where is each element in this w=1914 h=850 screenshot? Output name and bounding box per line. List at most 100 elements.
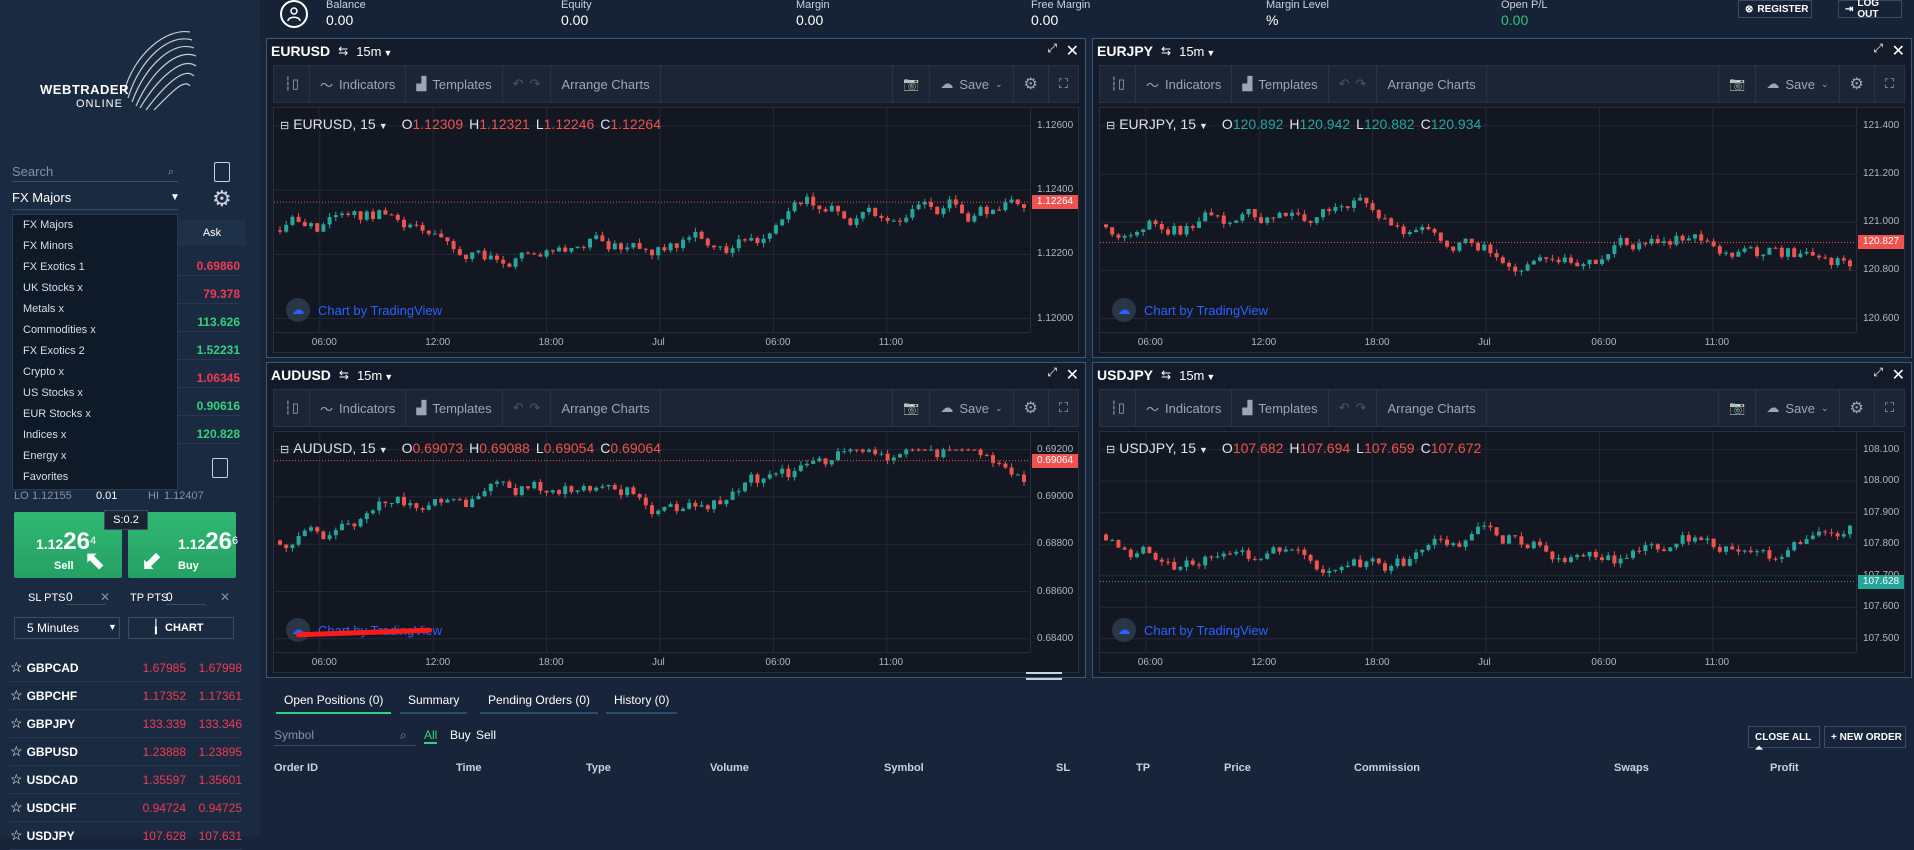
arrange-charts-button[interactable]: Arrange Charts bbox=[1377, 390, 1487, 426]
category-option[interactable]: FX Minors bbox=[23, 240, 74, 252]
save-button[interactable]: ☁ Save ⌄ bbox=[1756, 66, 1840, 102]
category-option[interactable]: Commodities x bbox=[23, 324, 96, 336]
undo-icon[interactable]: ↶ bbox=[1338, 76, 1350, 91]
close-icon[interactable]: ✕ bbox=[1065, 367, 1079, 384]
bid-price[interactable]: 1.17352 bbox=[142, 688, 186, 703]
bid-price[interactable]: 1.35597 bbox=[142, 772, 186, 787]
ask-price[interactable]: 1.35601 bbox=[198, 772, 242, 787]
category-option[interactable]: Metals x bbox=[23, 303, 64, 315]
watchlist-row[interactable]: ☆ GBPJPY 133.339 133.346 bbox=[10, 710, 242, 738]
register-button[interactable]: ⊗ REGISTER bbox=[1738, 0, 1812, 18]
price-axis[interactable]: 0.69200 0.69000 0.68800 0.68600 0.68400 0.690… bbox=[1030, 432, 1078, 652]
undo-icon[interactable]: ↶ bbox=[1338, 400, 1350, 415]
time-axis[interactable]: 06:00 12:00 18:00 Jul 06:00 11:00 bbox=[1100, 652, 1856, 672]
ask-price[interactable]: 0.69860 bbox=[196, 259, 240, 273]
category-option[interactable]: UK Stocks x bbox=[23, 282, 83, 294]
candle-type-button[interactable]: ┆▯ bbox=[1100, 390, 1136, 426]
fullscreen-button[interactable]: ⛶ bbox=[1049, 390, 1078, 426]
candle-type-button[interactable]: ┆▯ bbox=[274, 66, 310, 102]
close-icon[interactable]: ✕ bbox=[1065, 43, 1079, 60]
column-header[interactable]: Profit bbox=[1770, 762, 1799, 774]
chart-canvas[interactable]: ⊟ AUDUSD, 15 ▼ O0.69073 H0.69088 L0.69054 C0.6… bbox=[273, 431, 1079, 673]
timeframe-select[interactable]: 15m ▼ bbox=[357, 368, 393, 383]
redo-icon[interactable]: ↷ bbox=[529, 76, 541, 91]
add-watchlist-icon[interactable] bbox=[214, 162, 230, 182]
indicators-button[interactable]: 〜 Indicators bbox=[1136, 390, 1233, 426]
price-axis[interactable]: 1.12600 1.12400 1.12200 1.12000 1.12264 bbox=[1030, 108, 1078, 332]
ask-price[interactable]: 133.346 bbox=[198, 716, 242, 731]
fullscreen-button[interactable]: ⛶ bbox=[1049, 66, 1078, 102]
arrange-charts-button[interactable]: Arrange Charts bbox=[551, 390, 661, 426]
column-header[interactable]: TP bbox=[1136, 762, 1151, 774]
swap-symbol-icon[interactable]: ⇆ bbox=[338, 368, 349, 382]
timeframe-select[interactable]: 15m ▼ bbox=[356, 44, 392, 59]
category-option[interactable]: EUR Stocks x bbox=[23, 408, 91, 420]
templates-button[interactable]: ▟ Templates bbox=[1232, 66, 1329, 102]
tp-clear-icon[interactable]: ✕ bbox=[220, 590, 231, 604]
ask-price[interactable]: 0.90616 bbox=[196, 399, 240, 413]
resize-handle-icon[interactable] bbox=[1026, 672, 1062, 680]
tradingview-attribution[interactable]: ☁ Chart by TradingView bbox=[1112, 618, 1268, 642]
templates-button[interactable]: ▟ Templates bbox=[1232, 390, 1329, 426]
filter-buy[interactable]: Buy bbox=[450, 728, 471, 742]
snapshot-button[interactable]: 📷 bbox=[1718, 390, 1757, 426]
user-avatar-icon[interactable] bbox=[280, 0, 308, 28]
category-option[interactable]: FX Exotics 1 bbox=[23, 261, 85, 273]
indicators-button[interactable]: 〜 Indicators bbox=[1136, 66, 1233, 102]
collapse-legend-icon[interactable]: ⊟ bbox=[1106, 120, 1116, 132]
ask-price[interactable]: 1.17361 bbox=[198, 688, 242, 703]
category-option[interactable]: Crypto x bbox=[23, 366, 64, 378]
chart-button[interactable]: CHART bbox=[128, 617, 234, 639]
fullscreen-button[interactable]: ⛶ bbox=[1875, 390, 1904, 426]
chart-settings-button[interactable]: ⚙ bbox=[1840, 66, 1875, 102]
category-option[interactable]: Favorites bbox=[23, 471, 69, 483]
swap-symbol-icon[interactable]: ⇆ bbox=[1161, 44, 1172, 58]
ask-price[interactable]: 1.67998 bbox=[198, 660, 242, 675]
chart-settings-button[interactable]: ⚙ bbox=[1840, 390, 1875, 426]
swap-symbol-icon[interactable]: ⇆ bbox=[338, 44, 349, 58]
redo-icon[interactable]: ↷ bbox=[529, 400, 541, 415]
ask-price[interactable]: 79.378 bbox=[203, 287, 240, 301]
swap-symbol-icon[interactable]: ⇆ bbox=[1161, 368, 1172, 382]
chart-canvas[interactable]: ⊟ EURUSD, 15 ▼ O1.12309 H1.12321 L1.12246 C1.1… bbox=[273, 107, 1079, 353]
positions-tab[interactable]: Summary bbox=[400, 690, 468, 714]
sl-input[interactable]: 0 bbox=[66, 590, 106, 605]
column-header[interactable]: Symbol bbox=[884, 762, 924, 774]
bid-price[interactable]: 1.67985 bbox=[142, 660, 186, 675]
legend-symbol[interactable]: EURJPY, 15 bbox=[1119, 116, 1196, 132]
candle-type-button[interactable]: ┆▯ bbox=[274, 390, 310, 426]
chart-canvas[interactable]: ⊟ USDJPY, 15 ▼ O107.682 H107.694 L107.659 C107… bbox=[1099, 431, 1905, 673]
price-axis[interactable]: 121.400 121.200 121.000 120.800 120.600 120.8… bbox=[1856, 108, 1904, 332]
undo-icon[interactable]: ↶ bbox=[512, 400, 524, 415]
tradingview-attribution[interactable]: ☁ Chart by TradingView bbox=[286, 298, 442, 322]
legend-symbol[interactable]: EURUSD, 15 bbox=[293, 116, 376, 132]
tradingview-attribution[interactable]: ☁ Chart by TradingView bbox=[1112, 298, 1268, 322]
gear-icon[interactable]: ⚙ bbox=[212, 186, 232, 211]
column-header[interactable]: Order ID bbox=[274, 762, 319, 774]
timeframe-select[interactable]: 15m ▼ bbox=[1179, 368, 1215, 383]
category-option[interactable]: Indices x bbox=[23, 429, 67, 441]
new-order-button[interactable]: + NEW ORDER bbox=[1824, 726, 1906, 748]
collapse-legend-icon[interactable]: ⊟ bbox=[1106, 444, 1116, 456]
expand-icon[interactable]: ⤢ bbox=[1873, 41, 1883, 55]
expand-icon[interactable]: ⤢ bbox=[1047, 365, 1057, 379]
positions-tab[interactable]: Open Positions (0) bbox=[276, 690, 392, 714]
interval-select[interactable]: 5 Minutes bbox=[14, 617, 120, 639]
candle-type-button[interactable]: ┆▯ bbox=[1100, 66, 1136, 102]
snapshot-button[interactable]: 📷 bbox=[1718, 66, 1757, 102]
indicators-button[interactable]: 〜 Indicators bbox=[310, 390, 407, 426]
indicators-button[interactable]: 〜 Indicators bbox=[310, 66, 407, 102]
watchlist-row[interactable]: ☆ USDJPY 107.628 107.631 bbox=[10, 822, 242, 850]
ask-price[interactable]: 1.06345 bbox=[196, 371, 240, 385]
ask-price[interactable]: 1.52231 bbox=[196, 343, 240, 357]
bid-price[interactable]: 1.23888 bbox=[142, 744, 186, 759]
column-header[interactable]: Volume bbox=[710, 762, 749, 774]
templates-button[interactable]: ▟ Templates bbox=[406, 66, 503, 102]
category-option[interactable]: FX Exotics 2 bbox=[23, 345, 85, 357]
category-option[interactable]: US Stocks x bbox=[23, 387, 83, 399]
close-icon[interactable]: ✕ bbox=[1891, 43, 1905, 60]
chart-canvas[interactable]: ⊟ EURJPY, 15 ▼ O120.892 H120.942 L120.882 C120… bbox=[1099, 107, 1905, 353]
bid-price[interactable]: 107.628 bbox=[142, 828, 186, 843]
save-button[interactable]: ☁ Save ⌄ bbox=[930, 390, 1014, 426]
chart-settings-button[interactable]: ⚙ bbox=[1014, 66, 1049, 102]
